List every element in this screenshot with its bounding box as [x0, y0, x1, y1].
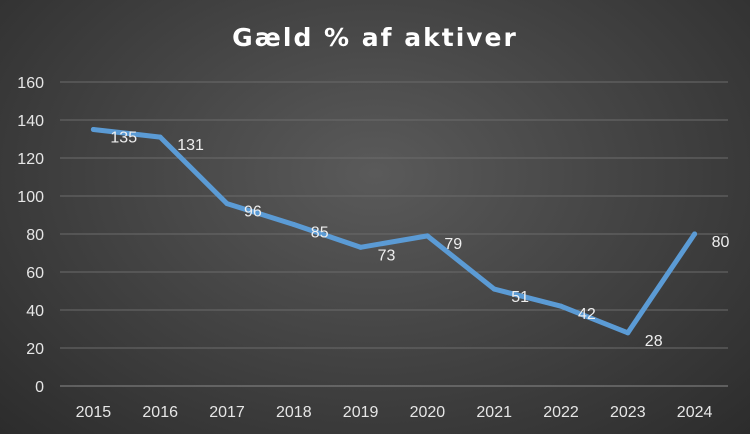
data-label: 51	[511, 289, 529, 306]
y-tick-label: 160	[17, 75, 44, 92]
y-tick-label: 0	[35, 379, 44, 396]
data-label: 131	[177, 137, 204, 154]
data-label: 80	[712, 234, 730, 251]
x-tick-label: 2016	[142, 404, 178, 421]
x-tick-label: 2015	[76, 404, 112, 421]
x-tick-label: 2018	[276, 404, 312, 421]
gridlines	[60, 81, 728, 387]
data-label: 85	[311, 225, 329, 242]
data-point	[692, 231, 698, 237]
x-tick-label: 2020	[410, 404, 446, 421]
y-tick-label: 80	[26, 227, 44, 244]
chart-title: Gæld % af aktiver	[232, 23, 518, 52]
y-axis: 0 20 40 60 80 100 120 140 160	[17, 75, 44, 396]
x-tick-label: 2023	[610, 404, 646, 421]
y-tick-label: 120	[17, 151, 44, 168]
data-label: 79	[444, 236, 462, 253]
data-label: 42	[578, 306, 596, 323]
x-tick-label: 2024	[677, 404, 713, 421]
data-label: 73	[378, 247, 396, 264]
x-tick-label: 2022	[543, 404, 579, 421]
series-layer	[90, 127, 698, 336]
data-point	[157, 134, 163, 140]
data-point	[90, 127, 96, 132]
x-tick-label: 2019	[343, 404, 379, 421]
x-tick-label: 2017	[209, 404, 245, 421]
data-point	[625, 330, 631, 336]
data-point	[558, 303, 564, 309]
data-label: 135	[110, 130, 137, 147]
x-axis: 2015 2016 2017 2018 2019 2020 2021 2022 2023 2024	[76, 404, 713, 421]
data-point	[491, 286, 497, 292]
x-tick-label: 2021	[476, 404, 512, 421]
data-point	[291, 222, 297, 227]
data-labels: 135 131 96 85 73 79 51 42 28 80	[110, 130, 729, 350]
y-tick-label: 140	[17, 113, 44, 130]
series-line	[90, 127, 698, 336]
y-tick-label: 20	[26, 341, 44, 358]
data-point	[224, 201, 230, 207]
y-tick-label: 40	[26, 303, 44, 320]
y-tick-label: 100	[17, 189, 44, 206]
data-label: 96	[244, 204, 262, 221]
data-point	[424, 233, 430, 239]
data-point	[358, 244, 364, 250]
y-tick-label: 60	[26, 265, 44, 282]
data-label: 28	[645, 333, 663, 350]
